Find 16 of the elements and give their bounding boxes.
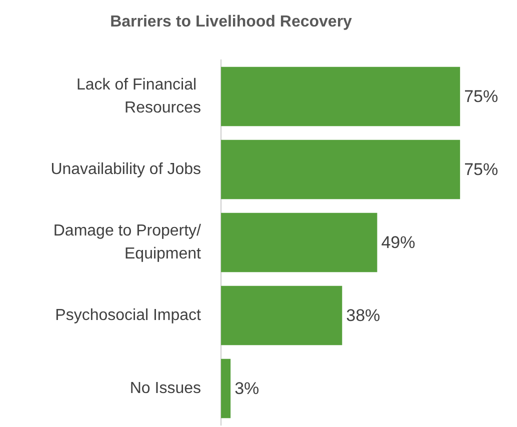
data-label: 75%	[464, 160, 498, 179]
y-tick-label: No Issues	[130, 380, 201, 397]
data-label: 49%	[381, 233, 416, 252]
bar	[221, 286, 342, 346]
bar	[221, 212, 378, 272]
bar	[221, 140, 460, 200]
y-tick-label: Damage to Property/Equipment	[53, 222, 202, 262]
bar	[221, 358, 231, 418]
y-tick-label: Lack of Financial Resources	[76, 76, 201, 116]
data-label: 38%	[346, 306, 380, 325]
data-label: 75%	[464, 87, 498, 106]
y-tick-label: Unavailability of Jobs	[50, 161, 201, 178]
y-tick-label: Psychosocial Impact	[55, 307, 202, 324]
data-label: 3%	[234, 379, 260, 398]
chart-title: Barriers to Livelihood Recovery	[110, 14, 352, 30]
bar	[221, 66, 460, 126]
